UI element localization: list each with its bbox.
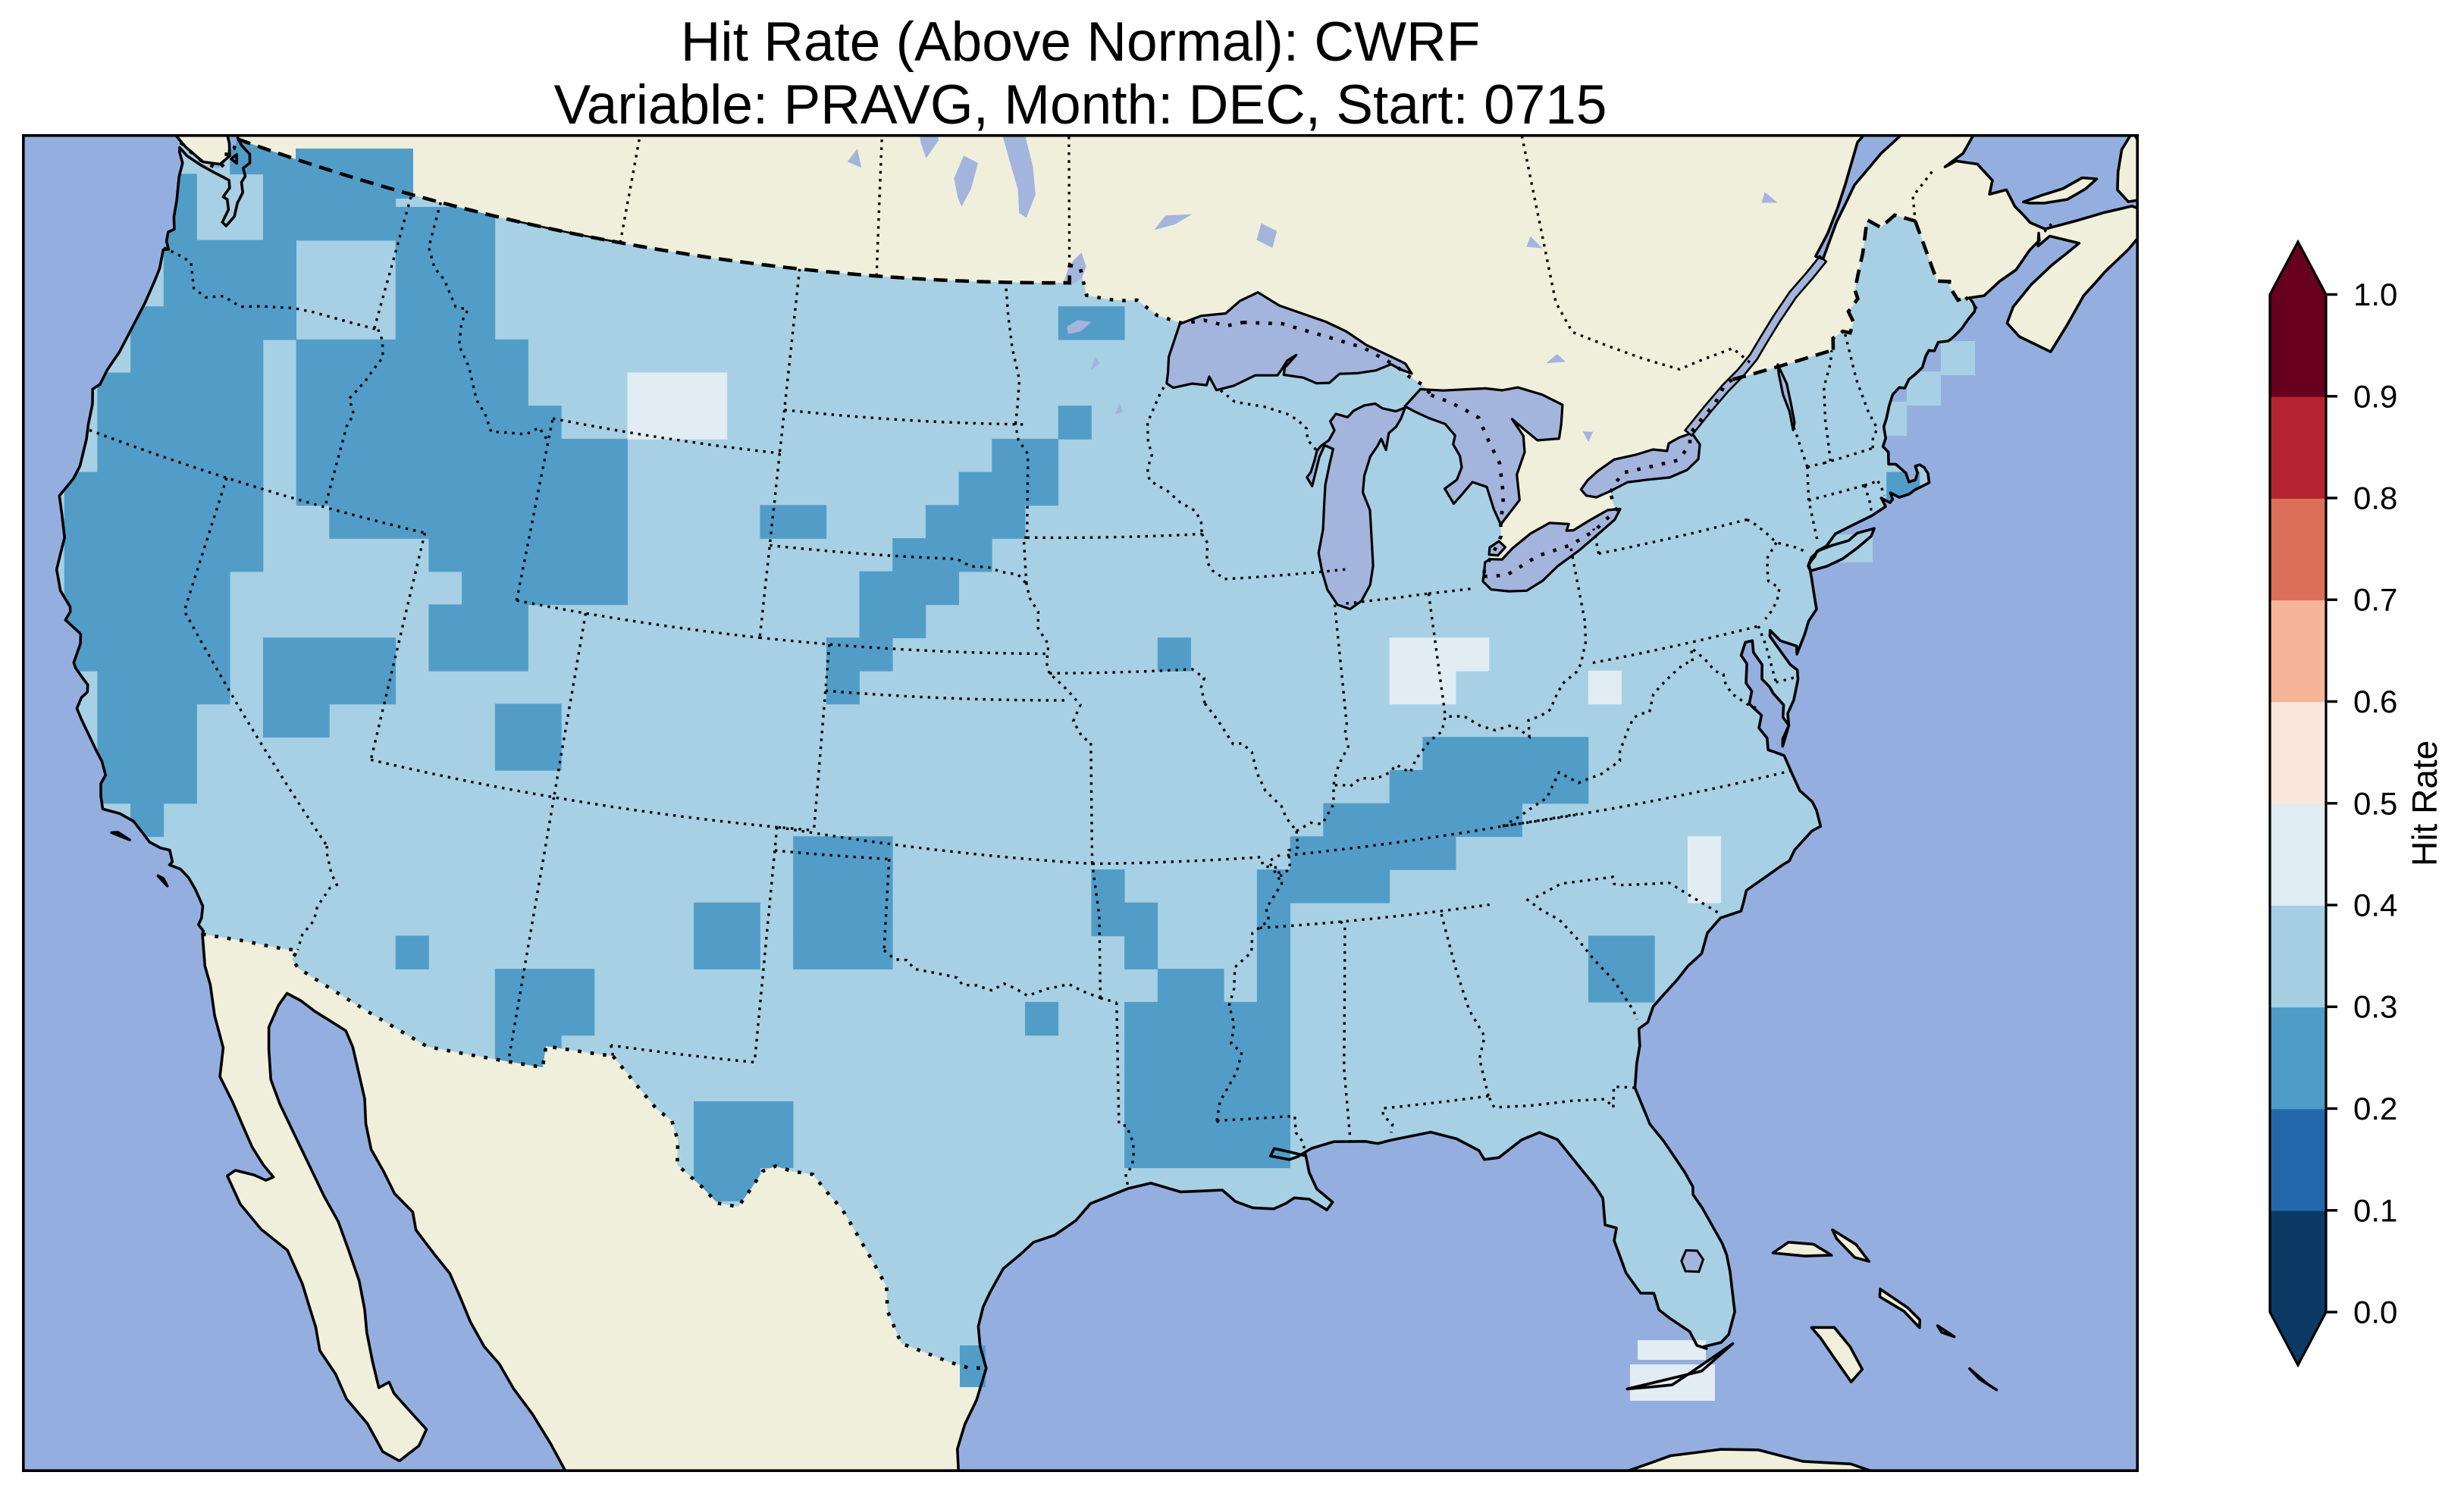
- svg-text:0.4: 0.4: [2353, 888, 2397, 923]
- svg-text:0.7: 0.7: [2353, 582, 2397, 618]
- svg-text:0.5: 0.5: [2353, 785, 2397, 821]
- svg-text:0.9: 0.9: [2353, 378, 2397, 414]
- svg-text:0.2: 0.2: [2353, 1091, 2397, 1126]
- svg-text:0.6: 0.6: [2353, 684, 2397, 719]
- svg-text:0.1: 0.1: [2353, 1192, 2397, 1228]
- svg-text:0.3: 0.3: [2353, 989, 2397, 1025]
- svg-text:0.0: 0.0: [2353, 1295, 2397, 1330]
- svg-text:1.0: 1.0: [2353, 277, 2397, 312]
- svg-text:Hit Rate: Hit Rate: [2405, 741, 2444, 866]
- svg-text:0.8: 0.8: [2353, 481, 2397, 516]
